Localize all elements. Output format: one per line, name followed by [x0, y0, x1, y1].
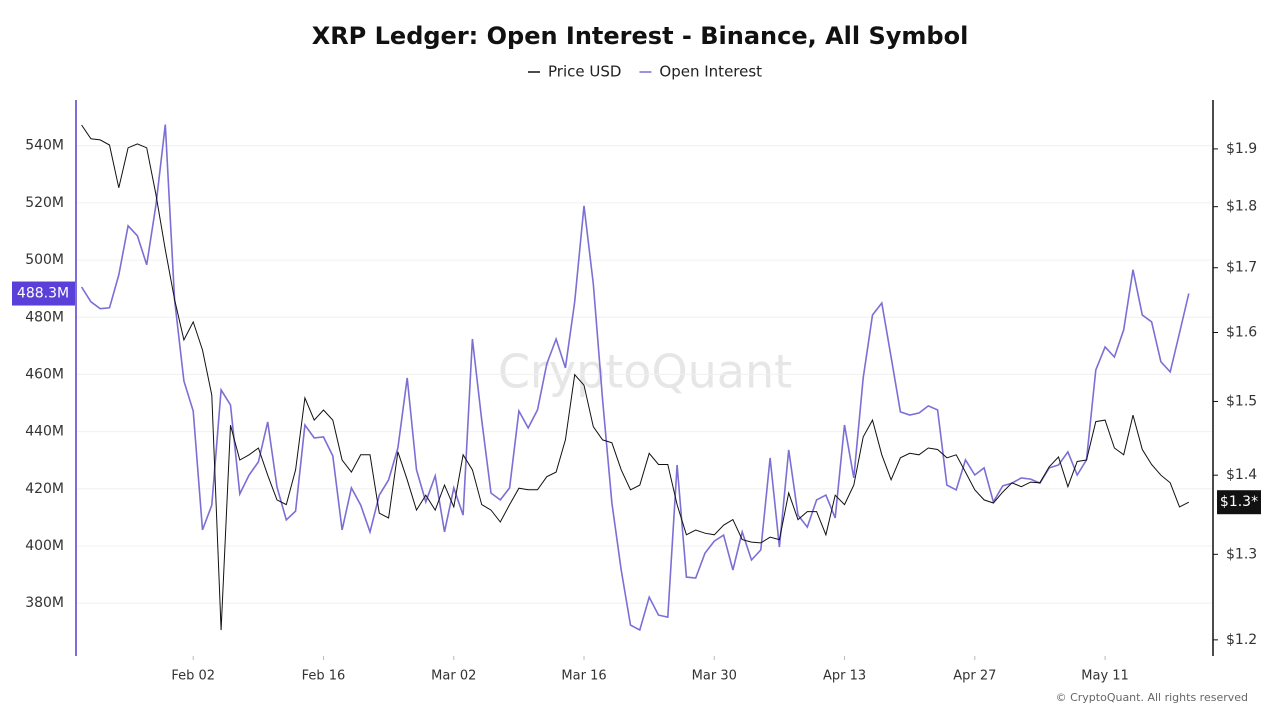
y-tick-label: 420M: [25, 481, 64, 497]
last-value-label: 488.3M: [17, 286, 69, 302]
last-value-label: $1.3*: [1220, 494, 1258, 510]
x-tick-label: May 11: [1081, 669, 1129, 684]
y2-tick-label: $1.3: [1226, 546, 1257, 562]
x-tick-label: Mar 16: [561, 669, 606, 684]
y2-tick-label: $1.2: [1226, 632, 1257, 648]
y-tick-label: 440M: [25, 424, 64, 440]
series-line: [81, 124, 1190, 631]
y2-tick-label: $1.6: [1226, 325, 1257, 341]
watermark: CryptoQuant: [498, 345, 792, 399]
x-tick-label: Mar 02: [431, 669, 476, 684]
y-tick-label: 480M: [25, 309, 64, 325]
last-value-badge: 488.3M: [12, 281, 75, 306]
y2-tick-label: $1.8: [1226, 199, 1257, 215]
y-tick-label: 460M: [25, 366, 64, 382]
y-tick-label: 540M: [25, 138, 64, 154]
y-tick-label: 380M: [25, 595, 64, 611]
footer: © CryptoQuant. All rights reserved: [1056, 691, 1248, 704]
x-tick-label: Mar 30: [692, 669, 737, 684]
legend-label: Open Interest: [659, 63, 762, 81]
y2-tick-label: $1.7: [1226, 260, 1257, 276]
x-tick-label: Apr 27: [953, 669, 996, 684]
x-tick-label: Apr 13: [823, 669, 866, 684]
last-value-badge: $1.3*: [1217, 490, 1261, 515]
chart-title: XRP Ledger: Open Interest - Binance, All…: [312, 22, 969, 50]
series-line: [80, 124, 1190, 632]
legend-label: Price USD: [548, 63, 621, 81]
last-value-box: [12, 281, 75, 306]
x-tick-label: Feb 16: [302, 669, 346, 684]
y2-tick-label: $1.4: [1226, 467, 1257, 483]
y-tick-label: 520M: [25, 195, 64, 211]
y-tick-label: 400M: [25, 538, 64, 554]
y2-tick-label: $1.9: [1226, 141, 1257, 157]
x-tick-label: Feb 02: [171, 669, 215, 684]
last-value-box: [1217, 490, 1261, 515]
y2-tick-label: $1.5: [1226, 393, 1257, 409]
y-tick-label: 500M: [25, 252, 64, 268]
